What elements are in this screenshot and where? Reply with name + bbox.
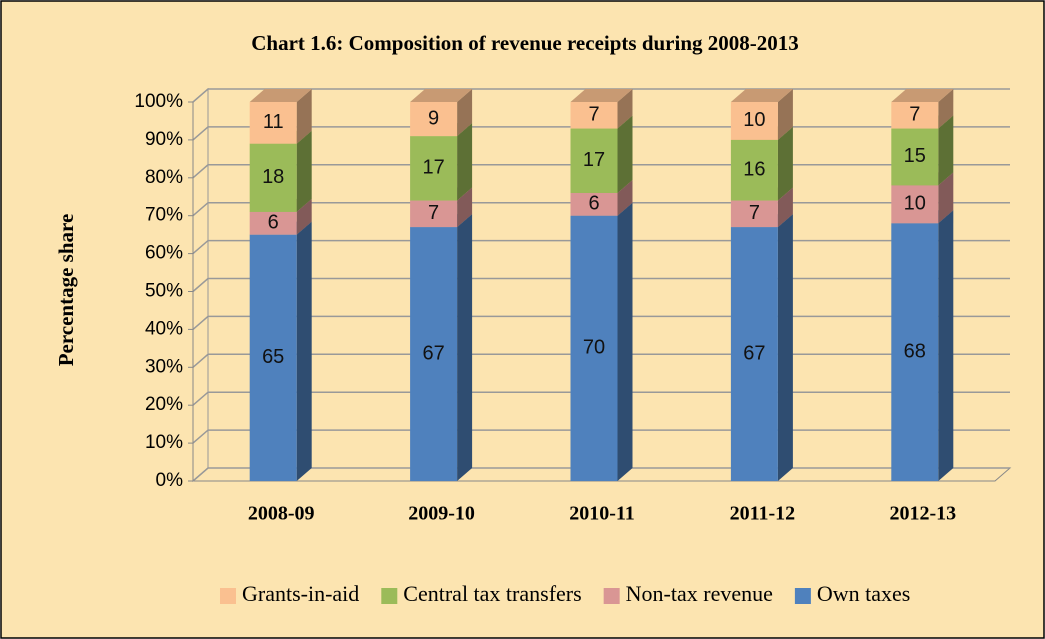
bar-side <box>617 115 633 193</box>
bar <box>891 223 939 481</box>
y-tick-label: 30% <box>145 356 183 377</box>
data-label: 16 <box>743 159 765 181</box>
data-label: 67 <box>422 342 444 364</box>
bar-side <box>296 221 312 481</box>
x-tick-label: 2010-11 <box>569 503 635 525</box>
bar <box>570 128 618 193</box>
data-label: 18 <box>262 166 284 188</box>
bar-top <box>570 89 633 102</box>
bar-side <box>777 187 793 228</box>
legend-label: Central tax transfers <box>403 581 581 606</box>
y-tick-label: 40% <box>145 318 183 339</box>
legend-swatch <box>794 588 811 604</box>
data-label: 68 <box>904 340 926 362</box>
data-label: 67 <box>743 342 765 364</box>
y-axis-label: Percentage share <box>54 214 78 367</box>
bar-top <box>249 89 312 102</box>
bar <box>570 192 618 216</box>
x-tick-label: 2012-13 <box>889 503 956 525</box>
data-label: 11 <box>263 111 284 133</box>
bar <box>249 234 297 481</box>
legend-label: Non-tax revenue <box>626 581 773 606</box>
data-label: 10 <box>904 193 926 215</box>
y-tick-label: 50% <box>145 281 183 302</box>
legend-swatch <box>381 588 398 604</box>
bar-top <box>730 89 793 102</box>
bar-top <box>410 89 473 102</box>
data-label: 9 <box>428 107 439 129</box>
bar-side <box>938 172 954 224</box>
bar <box>410 136 458 201</box>
bar <box>570 102 618 129</box>
bar-side <box>457 89 473 137</box>
data-label: 15 <box>904 145 926 167</box>
y-tick-label: 60% <box>145 243 183 264</box>
y-tick-label: 80% <box>145 167 183 188</box>
bar-side <box>296 130 312 212</box>
data-label: 7 <box>588 104 599 126</box>
data-label: 17 <box>422 157 444 179</box>
bar <box>891 102 939 129</box>
data-label: 7 <box>749 202 760 224</box>
bar-side <box>777 214 793 481</box>
bar-side <box>457 187 473 228</box>
bar <box>730 227 778 481</box>
bar <box>410 227 458 481</box>
bar <box>249 143 297 212</box>
bar <box>730 200 778 228</box>
bar <box>730 102 778 140</box>
bar-top <box>891 89 954 102</box>
bar-side <box>617 89 633 129</box>
legend-swatch <box>603 588 620 604</box>
x-tick-label: 2008-09 <box>248 503 315 525</box>
bar-side <box>777 126 793 201</box>
data-label: 70 <box>583 337 605 359</box>
legend-label: Grants-in-aid <box>242 581 359 606</box>
x-tick-label: 2011-12 <box>730 503 796 525</box>
bar <box>891 128 939 186</box>
bar-side <box>777 89 793 140</box>
bar-side <box>938 115 954 186</box>
chart-title: Chart 1.6: Composition of revenue receip… <box>251 31 799 55</box>
bar <box>249 102 297 144</box>
bar <box>891 185 939 224</box>
data-label: 65 <box>262 346 284 368</box>
y-tick-label: 70% <box>145 205 183 226</box>
bar-side <box>617 179 633 216</box>
bar <box>730 139 778 201</box>
bar <box>249 211 297 235</box>
bar-side <box>457 214 473 481</box>
data-label: 6 <box>268 212 279 234</box>
data-label: 10 <box>743 109 765 131</box>
legend-swatch <box>220 588 236 604</box>
bar-side <box>457 123 473 201</box>
data-label: 6 <box>588 193 599 215</box>
data-label: 7 <box>428 202 439 224</box>
y-tick-label: 20% <box>145 394 183 415</box>
bar <box>410 102 458 137</box>
bar-side <box>296 89 312 144</box>
bar-side <box>296 198 312 235</box>
bar <box>570 215 618 481</box>
x-tick-label: 2009-10 <box>408 503 475 525</box>
bar-side <box>938 210 954 481</box>
data-label: 17 <box>583 149 605 171</box>
bar-side <box>617 202 633 481</box>
y-tick-label: 0% <box>156 470 184 491</box>
y-tick-label: 100% <box>134 91 183 112</box>
y-tick-label: 10% <box>145 432 183 453</box>
bar-side <box>938 89 954 129</box>
legend-label: Own taxes <box>817 581 910 606</box>
data-label: 7 <box>909 104 920 126</box>
grid-line <box>192 88 1010 103</box>
y-tick-label: 90% <box>145 129 183 150</box>
bar <box>410 200 458 228</box>
